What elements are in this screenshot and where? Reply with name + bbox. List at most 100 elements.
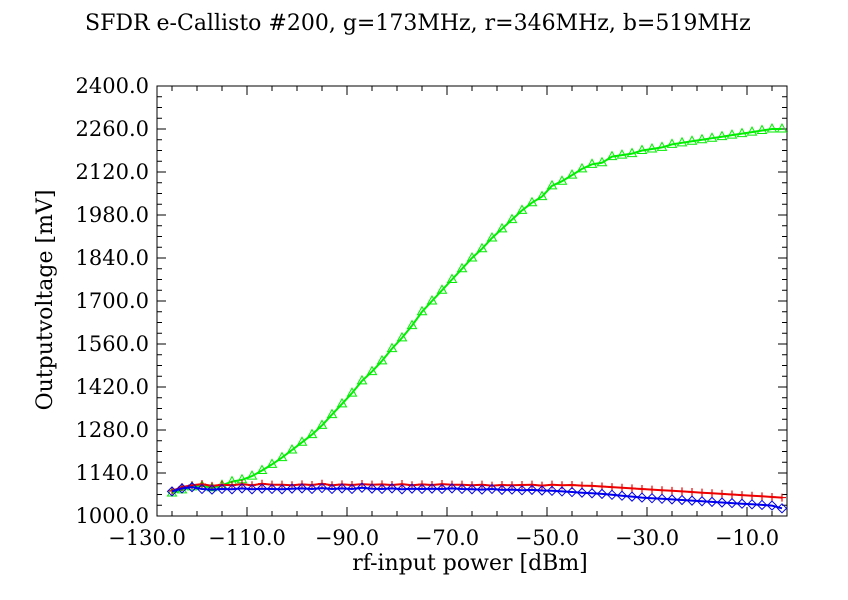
data-point [336,397,348,408]
data-point [316,482,328,494]
data-point [208,481,216,490]
y-tick-label: 2260.0 [76,117,149,141]
data-point [186,481,198,493]
x-tick-label: −110.0 [208,526,286,550]
data-point [296,483,308,494]
data-point [686,135,698,145]
series-layer [166,122,788,514]
data-point [476,242,488,253]
data-point [328,481,336,490]
data-point [536,485,548,496]
y-tick-label: 2400.0 [76,74,149,98]
data-point [286,483,298,494]
data-point [486,232,498,242]
data-point [518,480,526,489]
data-point [776,503,788,514]
data-point [366,365,378,376]
data-point [406,319,418,330]
data-point [626,491,638,502]
data-point [396,484,408,495]
data-point [776,122,788,133]
data-point [528,480,536,489]
data-point [616,490,628,501]
data-point [516,484,528,496]
data-point [738,491,746,500]
data-point [736,498,748,509]
data-point [766,122,778,133]
data-point [576,487,588,498]
data-point [658,486,666,495]
data-point [396,331,408,342]
data-point [336,483,348,494]
y-tick-label: 1140.0 [76,461,149,485]
data-point [606,489,618,501]
data-point [556,175,568,185]
data-point [416,305,428,316]
y-axis-title: Outputvoltage [mV] [33,190,58,411]
data-point [196,483,208,495]
data-point [476,484,488,495]
data-point [706,496,718,508]
data-point [456,483,468,495]
data-point [296,436,308,446]
data-point [638,484,646,493]
data-point [756,499,768,511]
data-point [386,483,398,494]
x-axis: −130.0 −110.0 −90.0 −70.0 −50.0 −30.0 −10.0 [108,86,779,550]
data-point [728,490,736,499]
data-point [596,156,608,167]
data-point [226,484,238,495]
data-point [256,483,268,494]
plot-frame [156,85,788,517]
data-point [246,470,258,480]
data-point [646,142,658,153]
data-point [246,484,258,495]
data-point [716,130,728,141]
chart-title: SFDR e-Callisto #200, g=173MHz, r=346MHz… [85,11,751,36]
data-point [596,488,608,500]
data-point [656,493,668,505]
data-point [716,497,728,508]
data-point [256,464,268,475]
data-point [206,484,218,495]
data-point [646,492,658,504]
data-point [748,491,756,500]
data-point [446,483,458,494]
data-point [436,284,448,294]
data-point [516,204,528,214]
data-point [506,484,518,495]
data-point [576,162,588,173]
x-tick-label: −130.0 [108,526,186,550]
data-point [666,494,678,505]
data-point [678,487,686,496]
y-tick-label: 1700.0 [76,289,149,313]
data-point [406,483,418,494]
x-tick-label: −90.0 [315,526,379,550]
data-point [756,124,768,135]
data-point [668,486,676,495]
data-point [586,488,598,499]
series-0 [166,122,788,497]
y-axis: 1000.0 1140.0 1280.0 1420.0 1560.0 1700.0 1840… [76,74,787,528]
y-tick-label: 1280.0 [76,418,149,442]
data-point [398,480,406,489]
data-point [366,483,378,494]
data-point [768,492,776,501]
data-point [428,480,436,489]
y-tick-label: 1560.0 [76,332,149,356]
data-point [466,484,478,495]
data-point [666,138,678,148]
data-point [736,127,748,138]
series-2 [166,481,788,514]
data-point [698,488,706,497]
data-point [648,485,656,494]
data-point [686,495,698,506]
y-tick-label: 1420.0 [76,375,149,399]
y-tick-label: 1980.0 [76,203,149,227]
data-point [346,387,358,397]
data-point [346,483,358,495]
data-point [426,483,438,494]
data-point [616,149,628,159]
data-point [356,374,368,385]
data-point [586,158,598,168]
